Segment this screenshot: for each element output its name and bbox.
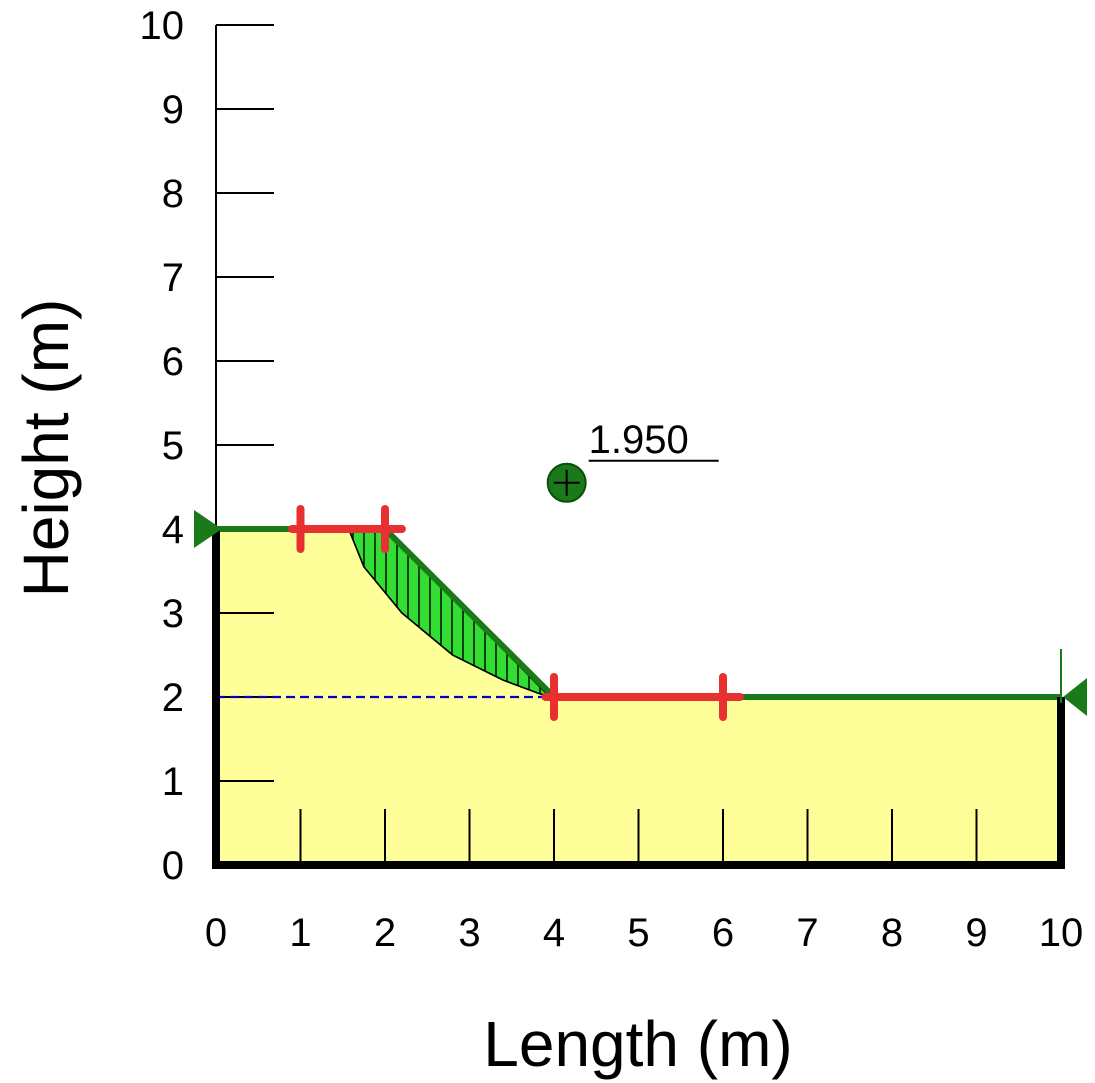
x-tick-label: 1	[289, 911, 311, 955]
y-axis-title: Height (m)	[10, 299, 82, 598]
x-tick-label: 3	[458, 911, 480, 955]
x-tick-label: 5	[627, 911, 649, 955]
y-tick-label: 1	[162, 760, 184, 804]
x-tick-label: 4	[543, 911, 565, 955]
factor-of-safety-label: 1.950	[589, 418, 689, 462]
y-tick-label: 9	[162, 88, 184, 132]
y-tick-label: 4	[162, 508, 184, 552]
y-tick-label: 8	[162, 172, 184, 216]
x-tick-label: 0	[205, 911, 227, 955]
y-tick-label: 5	[162, 424, 184, 468]
y-tick-label: 2	[162, 676, 184, 720]
x-axis-title: Length (m)	[483, 1008, 792, 1080]
x-tick-label: 10	[1039, 911, 1084, 955]
y-tick-label: 7	[162, 256, 184, 300]
y-tick-label: 6	[162, 340, 184, 384]
y-tick-label: 0	[162, 844, 184, 888]
right-end-marker-icon	[1063, 678, 1087, 716]
x-tick-label: 6	[712, 911, 734, 955]
y-tick-label: 3	[162, 592, 184, 636]
boundary-line	[212, 529, 1065, 869]
x-tick-label: 7	[796, 911, 818, 955]
left-end-marker-icon	[194, 510, 222, 548]
slip-surface	[347, 528, 551, 698]
x-tick-label: 2	[374, 911, 396, 955]
x-tick-label: 8	[881, 911, 903, 955]
x-tick-label: 9	[965, 911, 987, 955]
y-tick-label: 10	[140, 4, 185, 48]
